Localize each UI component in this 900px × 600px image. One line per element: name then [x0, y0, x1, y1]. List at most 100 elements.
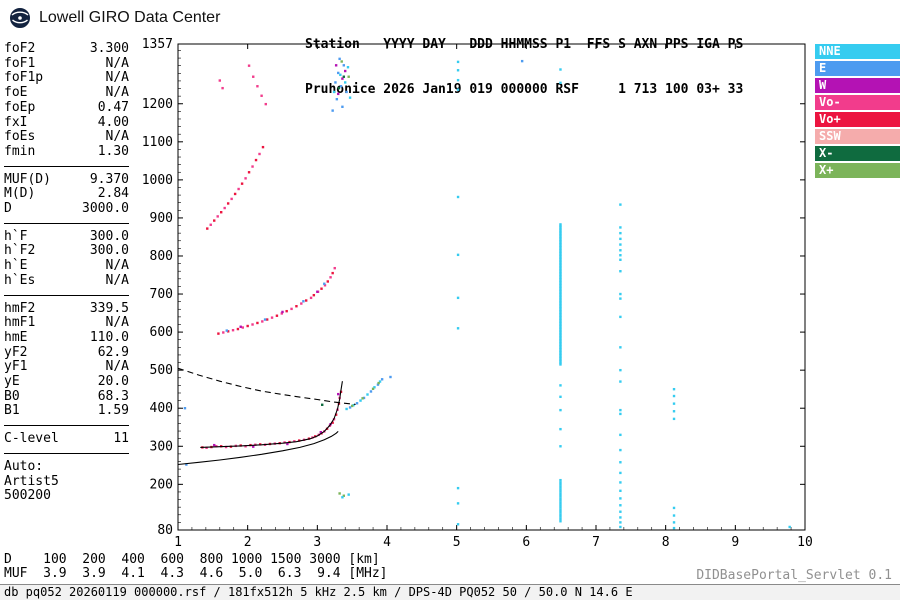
param-row: foEs N/A — [4, 130, 129, 145]
param-row: fmin 1.30 — [4, 144, 129, 160]
muf-table-row: D 100 200 400 600 800 1000 1500 3000 [km… — [4, 552, 380, 567]
x-tick-label: 2 — [244, 535, 252, 550]
y-tick-label: 1357 — [142, 37, 173, 52]
y-tick-label: 800 — [150, 249, 173, 264]
param-label: hmF1 — [4, 315, 36, 331]
param-value: N/A — [105, 129, 129, 145]
param-row: B0 68.3 — [4, 388, 129, 405]
param-value: 110.0 — [89, 329, 129, 345]
param-label: h`E — [4, 258, 28, 274]
param-label: h`F — [4, 228, 28, 244]
app-header: Lowell GIRO Data Center — [8, 6, 220, 30]
param-row: h`F 300.0 — [4, 228, 129, 245]
echo-direction-legend: NNE E W Vo- Vo+ SSW X- X+ — [815, 44, 900, 180]
param-value: 4.00 — [97, 114, 129, 130]
auto-text: 500200 — [4, 488, 51, 504]
param-value: 11 — [113, 431, 129, 447]
legend-item-ssw: SSW — [815, 129, 900, 144]
y-tick-label: 500 — [150, 363, 173, 378]
giro-logo-icon — [10, 8, 30, 28]
param-row: foE N/A — [4, 85, 129, 101]
y-tick-label: 300 — [150, 439, 173, 454]
param-value: 300.0 — [89, 243, 129, 259]
trace-muf-transmission-curve — [177, 367, 356, 405]
param-row: MUF(D) 9.370 — [4, 171, 129, 188]
parameter-panel: foF2 3.300 foF1 N/A foF1p N/A foE N/A foEp 0.47 fx… — [4, 41, 129, 504]
status-bar: db pq052 20260119 000000.rsf / 181fx512h… — [0, 584, 900, 600]
x-tick-label: 6 — [522, 535, 530, 550]
param-label: hmE — [4, 329, 28, 345]
param-label: D — [4, 201, 12, 217]
param-label: yE — [4, 374, 20, 390]
param-separator — [4, 165, 129, 167]
param-row: D 3000.0 — [4, 201, 129, 217]
x-tick-label: 7 — [592, 535, 600, 550]
param-label: yF2 — [4, 344, 28, 360]
legend-item-x+: X+ — [815, 163, 900, 178]
param-value: N/A — [105, 359, 129, 375]
param-label: foE — [4, 85, 28, 101]
trace-fitted-h-trace — [200, 381, 343, 448]
param-row: foEp 0.47 — [4, 99, 129, 116]
y-tick-label: 1000 — [142, 173, 173, 188]
station-header-values: Pruhonice 2026 Jan19 019 000000 RSF 1 71… — [305, 82, 744, 97]
param-row: foF2 3.300 — [4, 41, 129, 57]
legend-item-x-: X- — [815, 146, 900, 161]
servlet-version-label: DIDBasePortal_Servlet 0.1 — [696, 568, 892, 583]
param-value: 68.3 — [97, 388, 129, 404]
param-label: foEp — [4, 99, 36, 115]
param-value: N/A — [105, 315, 129, 331]
param-label: yF1 — [4, 359, 28, 375]
legend-item-e: E — [815, 61, 900, 76]
param-separator — [4, 294, 129, 296]
y-tick-label: 400 — [150, 401, 173, 416]
y-tick-label: 900 — [150, 211, 173, 226]
param-value: 20.0 — [97, 374, 129, 390]
param-value: N/A — [105, 258, 129, 274]
param-value: 0.47 — [97, 99, 129, 115]
param-label: fxI — [4, 114, 28, 130]
y-tick-label: 600 — [150, 325, 173, 340]
param-row: B1 1.59 — [4, 404, 129, 419]
param-row: hmF2 339.5 — [4, 300, 129, 317]
plot-axes: 1 2 3 4 5 6 7 8 9 10 80 200 300 400 500 600 700 800 900 100… — [142, 37, 812, 550]
x-tick-label: 3 — [313, 535, 321, 550]
y-tick-label: 1100 — [142, 135, 173, 150]
echo-points — [183, 57, 791, 530]
param-row: hmF1 N/A — [4, 316, 129, 331]
param-row: C-level 11 — [4, 431, 129, 447]
x-tick-label: 5 — [453, 535, 461, 550]
station-header-columns: Station YYYY DAY DDD HHMMSS P1 FFS S AXN… — [305, 37, 744, 52]
param-label: h`F2 — [4, 243, 36, 259]
param-row: foF1 N/A — [4, 55, 129, 72]
param-separator — [4, 425, 129, 427]
param-label: M(D) — [4, 186, 36, 202]
auto-text: Auto: — [4, 458, 44, 474]
x-tick-label: 9 — [731, 535, 739, 550]
param-value: 1.59 — [97, 403, 129, 419]
auto-text: Artist5 — [4, 473, 59, 489]
param-row: fxI 4.00 — [4, 114, 129, 131]
y-tick-label: 700 — [150, 287, 173, 302]
muf-table-row: MUF 3.9 3.9 4.1 4.3 4.6 5.0 6.3 9.4 [MHz… — [4, 566, 388, 581]
trace-curves — [177, 367, 356, 466]
param-label: MUF(D) — [4, 171, 51, 187]
plot-frame — [177, 43, 806, 531]
x-tick-label: 10 — [797, 535, 812, 550]
legend-item-w: W — [815, 78, 900, 93]
param-label: hmF2 — [4, 300, 36, 316]
param-separator — [4, 222, 129, 224]
param-value: 339.5 — [89, 300, 129, 316]
station-header: Station YYYY DAY DDD HHMMSS P1 FFS S AXN… — [305, 7, 743, 127]
param-label: h`Es — [4, 272, 36, 288]
x-tick-label: 1 — [174, 535, 182, 550]
param-value: 3000.0 — [82, 201, 129, 217]
app-title: Lowell GIRO Data Center — [39, 9, 221, 26]
y-tick-label: 80 — [157, 523, 173, 538]
param-separator — [4, 452, 129, 454]
param-label: foF1 — [4, 55, 36, 71]
param-row: M(D) 2.84 — [4, 187, 129, 202]
param-value: 3.300 — [89, 41, 129, 56]
param-value: N/A — [105, 70, 129, 86]
legend-item-vo+: Vo+ — [815, 112, 900, 127]
